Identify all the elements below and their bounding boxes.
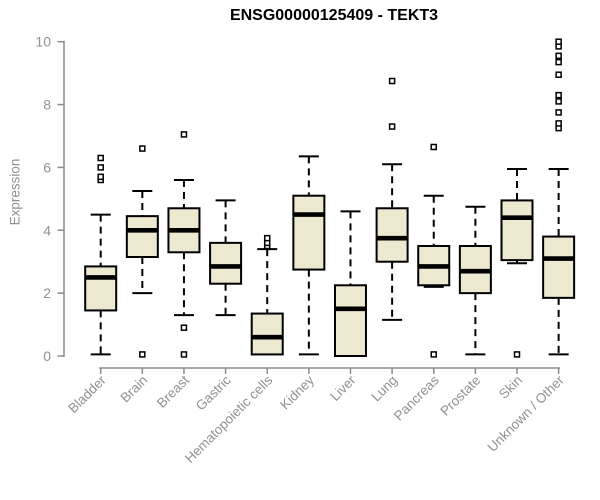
outlier-unknown-other xyxy=(555,52,562,60)
x-category-label: Lung xyxy=(368,373,400,405)
x-category-label: Brain xyxy=(118,373,151,406)
x-category-label: Kidney xyxy=(277,372,317,412)
x-category-label: Gastric xyxy=(193,372,234,413)
box-lung xyxy=(375,207,409,263)
outlier-unknown-other xyxy=(555,71,562,78)
y-tick-label: 2 xyxy=(43,285,51,301)
box-hematopoietic-cells xyxy=(250,312,284,356)
outlier-breast xyxy=(180,131,188,138)
outlier-unknown-other xyxy=(555,98,562,105)
box-brain xyxy=(125,215,159,258)
outlier-brain xyxy=(139,145,146,152)
box-liver xyxy=(333,284,367,357)
outlier-pancreas xyxy=(430,143,437,151)
x-category-label: Liver xyxy=(327,372,359,404)
outlier-skin xyxy=(513,351,521,358)
outlier-breast xyxy=(180,351,188,358)
outlier-breast xyxy=(180,324,188,331)
y-tick-label: 10 xyxy=(35,34,51,50)
box-gastric xyxy=(209,241,243,285)
outlier-bladder xyxy=(97,173,104,181)
x-category-label: Bladder xyxy=(65,372,109,416)
outlier-hematopoietic-cells xyxy=(263,234,271,242)
box-skin xyxy=(500,199,534,262)
x-category-label: Pancreas xyxy=(391,372,442,423)
outlier-unknown-other xyxy=(555,38,562,45)
outlier-unknown-other xyxy=(555,91,562,99)
outlier-bladder xyxy=(97,154,104,162)
outlier-unknown-other xyxy=(555,120,562,127)
y-tick-label: 6 xyxy=(43,159,51,175)
y-tick-label: 4 xyxy=(43,222,51,238)
outlier-brain xyxy=(139,351,146,358)
x-category-label: Skin xyxy=(496,373,525,402)
y-tick-label: 8 xyxy=(43,97,51,113)
y-tick-label: 0 xyxy=(43,348,51,364)
outlier-pancreas xyxy=(430,351,437,358)
box-unknown-other xyxy=(542,235,576,299)
outlier-bladder xyxy=(97,164,104,171)
box-bladder xyxy=(84,265,118,312)
x-category-label: Prostate xyxy=(437,373,483,419)
outlier-lung xyxy=(388,77,396,85)
box-kidney xyxy=(292,194,326,271)
outlier-lung xyxy=(388,123,396,130)
chart-title: ENSG00000125409 - TEKT3 xyxy=(229,7,439,24)
x-category-label: Unknown / Other xyxy=(485,372,568,455)
outlier-unknown-other xyxy=(555,109,562,116)
outlier-unknown-other xyxy=(555,58,562,66)
x-category-label: Breast xyxy=(154,372,192,410)
